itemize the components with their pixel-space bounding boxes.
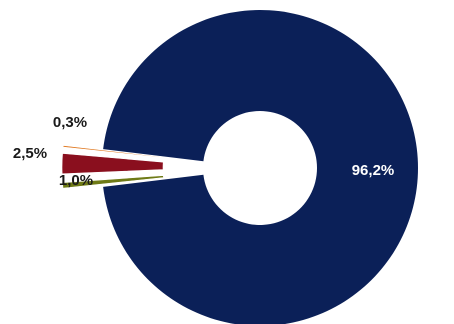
slice-label: 2,5% xyxy=(13,145,47,162)
donut-slice xyxy=(61,153,164,175)
donut-slice xyxy=(103,10,419,324)
slice-label: 0,3% xyxy=(53,114,87,131)
slice-label: 1,0% xyxy=(59,172,93,189)
donut-slice xyxy=(62,145,164,158)
slice-group xyxy=(61,10,419,324)
label-group: 96,2% 1,0% 2,5% 0,3% xyxy=(13,114,394,189)
slice-label: 96,2% xyxy=(352,162,395,179)
donut-slice xyxy=(62,175,164,189)
